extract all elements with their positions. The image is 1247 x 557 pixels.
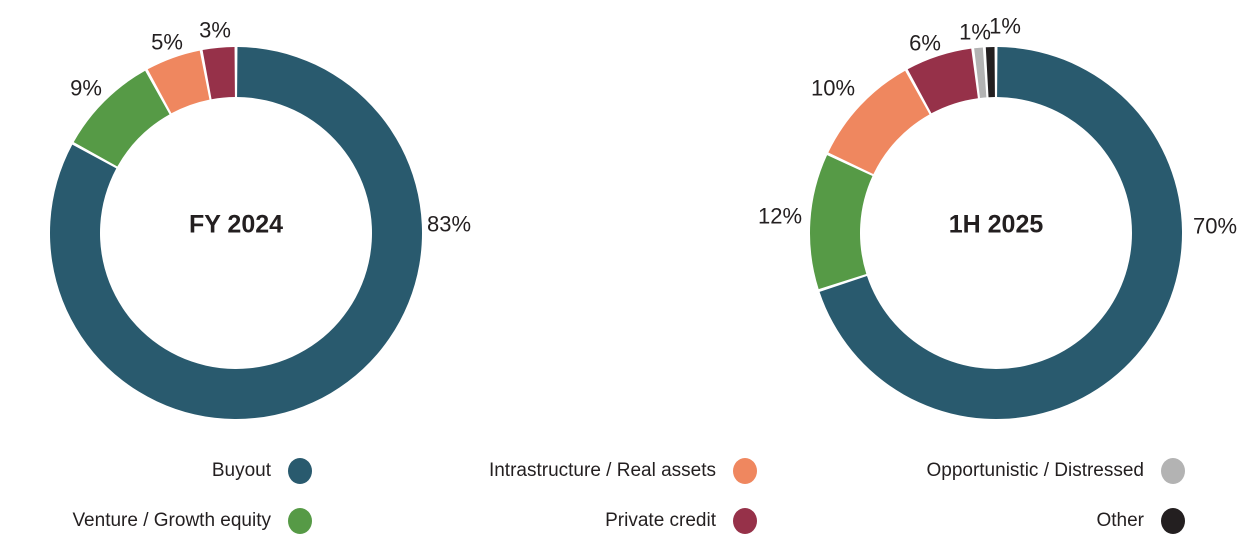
donut-0-percent-label-1: 9% bbox=[70, 76, 102, 101]
donut-0-percent-label-0: 83% bbox=[427, 212, 471, 237]
legend-item-venture-growth-equity: Venture / Growth equity bbox=[72, 507, 312, 535]
donut-0-percent-label-3: 3% bbox=[199, 18, 231, 43]
legend-label-opportunistic-distressed: Opportunistic / Distressed bbox=[926, 460, 1144, 481]
legend-swatch-venture-growth-equity-icon bbox=[288, 508, 312, 534]
legend-swatch-private-credit-icon bbox=[733, 508, 757, 534]
donut-1-slice-intrastructure-real-assets bbox=[828, 70, 930, 175]
legend-swatch-infrastructure-real-assets-icon bbox=[733, 458, 757, 484]
legend-label-infrastructure-real-assets: Intrastructure / Real assets bbox=[488, 460, 716, 481]
donut-1-percent-label-3: 6% bbox=[909, 31, 941, 56]
legend-label-other: Other bbox=[1096, 510, 1144, 531]
donut-1-percent-label-2: 10% bbox=[811, 76, 855, 101]
donut-1-percent-label-1: 12% bbox=[758, 204, 802, 229]
donut-0-slice-intrastructure-real-assets bbox=[147, 50, 210, 114]
donut-0-slice-venture-growth-equity bbox=[73, 70, 170, 167]
donut-1-percent-label-5: 1% bbox=[989, 14, 1021, 39]
chart-title-fy2024: FY 2024 bbox=[188, 210, 284, 239]
legend-label-buyout: Buyout bbox=[211, 460, 271, 481]
legend-swatch-opportunistic-distressed-icon bbox=[1161, 458, 1185, 484]
legend-item-infrastructure-real-assets: Intrastructure / Real assets bbox=[489, 457, 757, 485]
donut-1-percent-label-0: 70% bbox=[1193, 214, 1237, 239]
donut-1-slice-other bbox=[985, 47, 995, 98]
legend-label-private-credit: Private credit bbox=[605, 510, 716, 531]
chart-title-1h2025: 1H 2025 bbox=[948, 210, 1044, 239]
donut-1-slice-opportunistic-distressed bbox=[974, 47, 987, 98]
donut-1-slice-private-credit bbox=[907, 48, 978, 114]
donut-0-percent-label-2: 5% bbox=[151, 30, 183, 55]
legend-label-venture-growth-equity: Venture / Growth equity bbox=[72, 510, 271, 531]
legend-item-private-credit: Private credit bbox=[605, 507, 757, 535]
donut-0-slice-private-credit bbox=[202, 47, 235, 100]
legend-swatch-buyout-icon bbox=[288, 458, 312, 484]
donut-1-percent-label-4: 1% bbox=[959, 20, 991, 45]
legend-item-other: Other bbox=[1096, 507, 1185, 535]
legend-item-buyout: Buyout bbox=[212, 457, 312, 485]
legend-swatch-other-icon bbox=[1161, 508, 1185, 534]
donut-1-slice-venture-growth-equity bbox=[810, 155, 873, 290]
legend-item-opportunistic-distressed: Opportunistic / Distressed bbox=[926, 457, 1185, 485]
